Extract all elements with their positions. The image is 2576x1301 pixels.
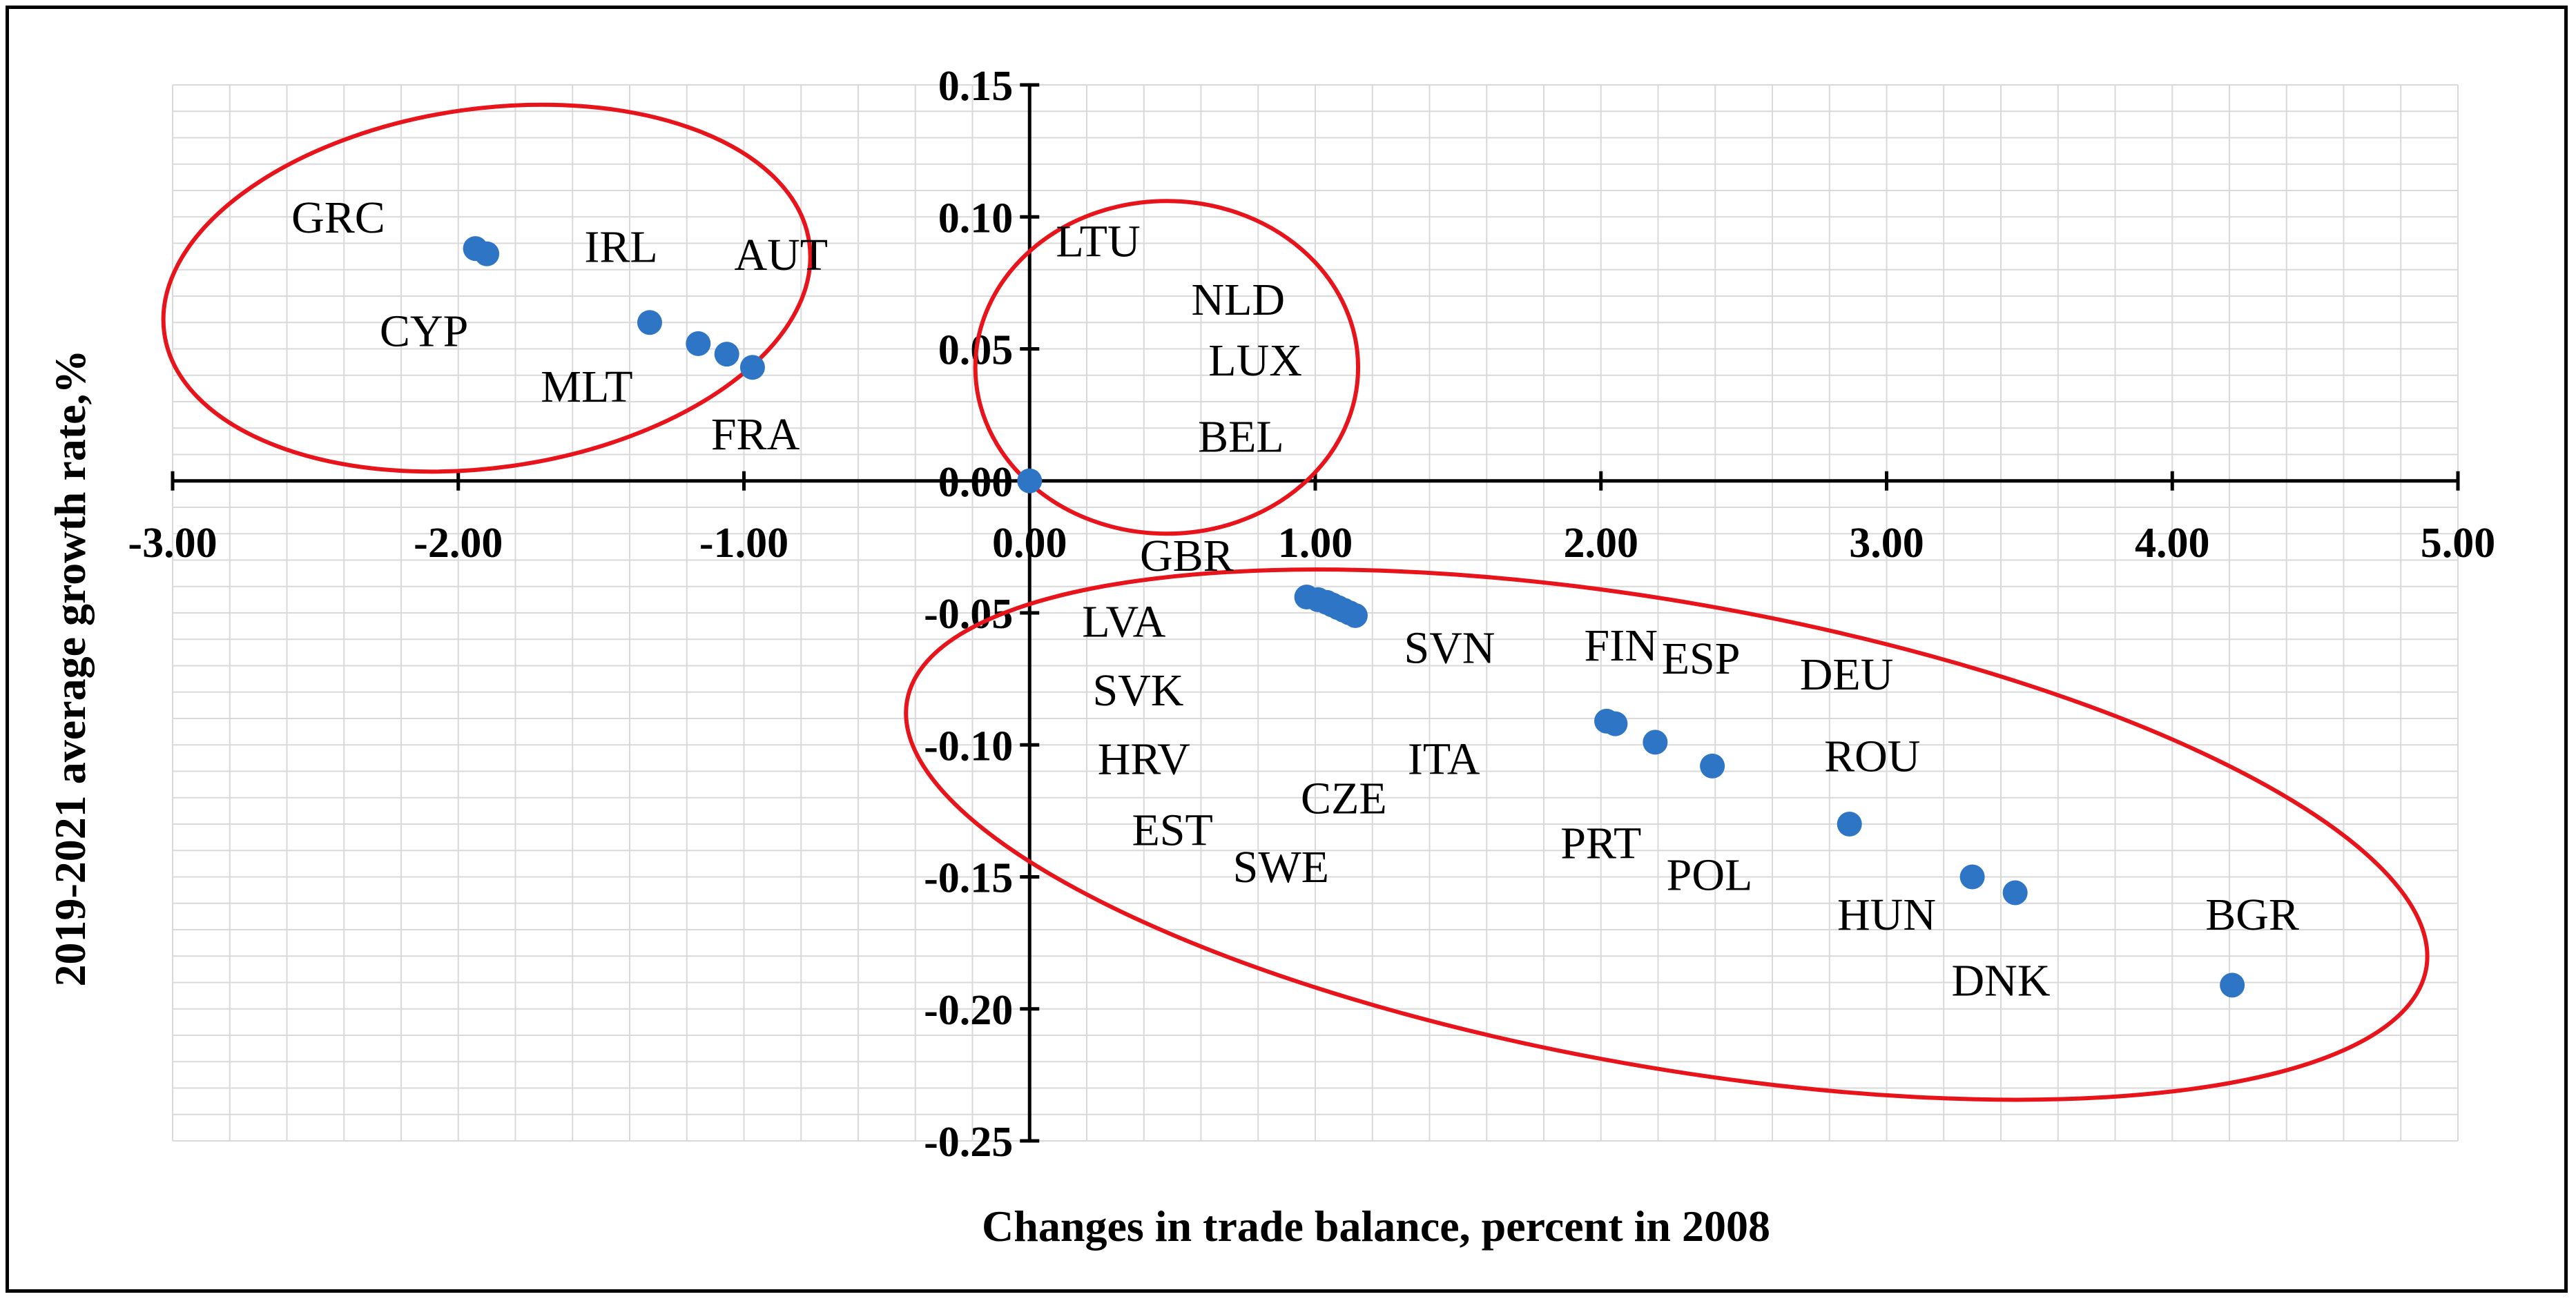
x-tick-label: -2.00 [414, 520, 503, 567]
country-label: GBR [1140, 531, 1234, 581]
x-tick-label: 1.00 [1278, 520, 1353, 567]
data-point [739, 355, 765, 380]
country-label: CZE [1301, 774, 1387, 824]
y-tick-label: -0.20 [924, 987, 1013, 1034]
data-point [2002, 880, 2028, 906]
data-point [1342, 603, 1368, 628]
country-label: ROU [1824, 732, 1920, 782]
y-axis-title: 2019-2021 average growth rate,% [46, 349, 95, 986]
country-label: EST [1132, 805, 1212, 856]
data-point [474, 241, 500, 266]
country-label: LVA [1082, 596, 1165, 647]
data-point [686, 331, 711, 356]
country-label: FRA [711, 409, 800, 460]
data-point [714, 342, 739, 367]
country-label: ESP [1662, 634, 1741, 684]
data-point [1959, 864, 1985, 890]
x-tick-label: -3.00 [128, 520, 217, 567]
data-point [1837, 812, 1862, 837]
country-label: SVN [1404, 623, 1495, 674]
grid [172, 84, 2459, 1142]
country-label: AUT [734, 230, 828, 280]
country-label: MLT [541, 362, 632, 412]
data-point [2220, 972, 2245, 998]
data-points [463, 236, 2245, 998]
data-point [1700, 753, 1725, 779]
data-point [1602, 711, 1628, 736]
data-point [1017, 468, 1043, 493]
country-label: POL [1667, 850, 1753, 901]
y-tick-label: -0.10 [924, 723, 1013, 770]
country-label: DNK [1952, 956, 2051, 1006]
y-tick-label: 0.00 [938, 459, 1014, 506]
x-axis-title: Changes in trade balance, percent in 200… [982, 1202, 1770, 1251]
x-tick-label: -1.00 [699, 520, 788, 567]
country-label: DEU [1800, 649, 1894, 700]
x-tick-label: 0.00 [992, 520, 1067, 567]
country-label: GRC [291, 193, 385, 243]
country-label: BGR [2205, 890, 2299, 940]
cluster-ellipse [973, 199, 1361, 536]
cluster-ellipses [161, 102, 2430, 1102]
x-tick-label: 5.00 [2421, 520, 2496, 567]
data-point [637, 310, 662, 335]
scatter-chart: -3.00 -2.00 -1.00 0.00 1.00 2.00 3.00 4.00 5.00 0… [46, 63, 2495, 1251]
x-tick-label: 2.00 [1564, 520, 1639, 567]
country-label: IRL [584, 222, 657, 272]
country-label: SWE [1233, 842, 1329, 892]
y-tick-label: 0.10 [938, 195, 1014, 242]
country-label: SVK [1092, 665, 1183, 716]
x-tick-label: 4.00 [2135, 520, 2210, 567]
tick-labels: -3.00 -2.00 -1.00 0.00 1.00 2.00 3.00 4.00 5.00 0… [128, 63, 2495, 1166]
country-label: FIN [1585, 620, 1658, 671]
country-label: ITA [1408, 734, 1480, 784]
y-tick-label: 0.15 [938, 63, 1014, 110]
country-label: HUN [1837, 890, 1936, 940]
country-label: BEL [1198, 412, 1284, 462]
country-label: CYP [380, 306, 468, 357]
y-tick-label: -0.25 [924, 1119, 1013, 1166]
country-label: LUX [1208, 335, 1302, 386]
x-tick-label: 3.00 [1849, 520, 1924, 567]
cluster-ellipse [904, 567, 2430, 1102]
cluster-ellipse [161, 102, 813, 474]
y-tick-label: -0.15 [924, 855, 1013, 902]
country-label: NLD [1191, 275, 1285, 325]
country-label: LTU [1056, 217, 1140, 267]
country-labels: GRC CYP IRL AUT MLT FRA LTU NLD LUX BEL GBR LVA SVK H… [291, 193, 2299, 1006]
country-label: PRT [1560, 819, 1641, 869]
country-label: HRV [1098, 734, 1190, 784]
data-point [1643, 730, 1668, 755]
chart-frame: -3.00 -2.00 -1.00 0.00 1.00 2.00 3.00 4.00 5.00 0… [6, 6, 2568, 1293]
